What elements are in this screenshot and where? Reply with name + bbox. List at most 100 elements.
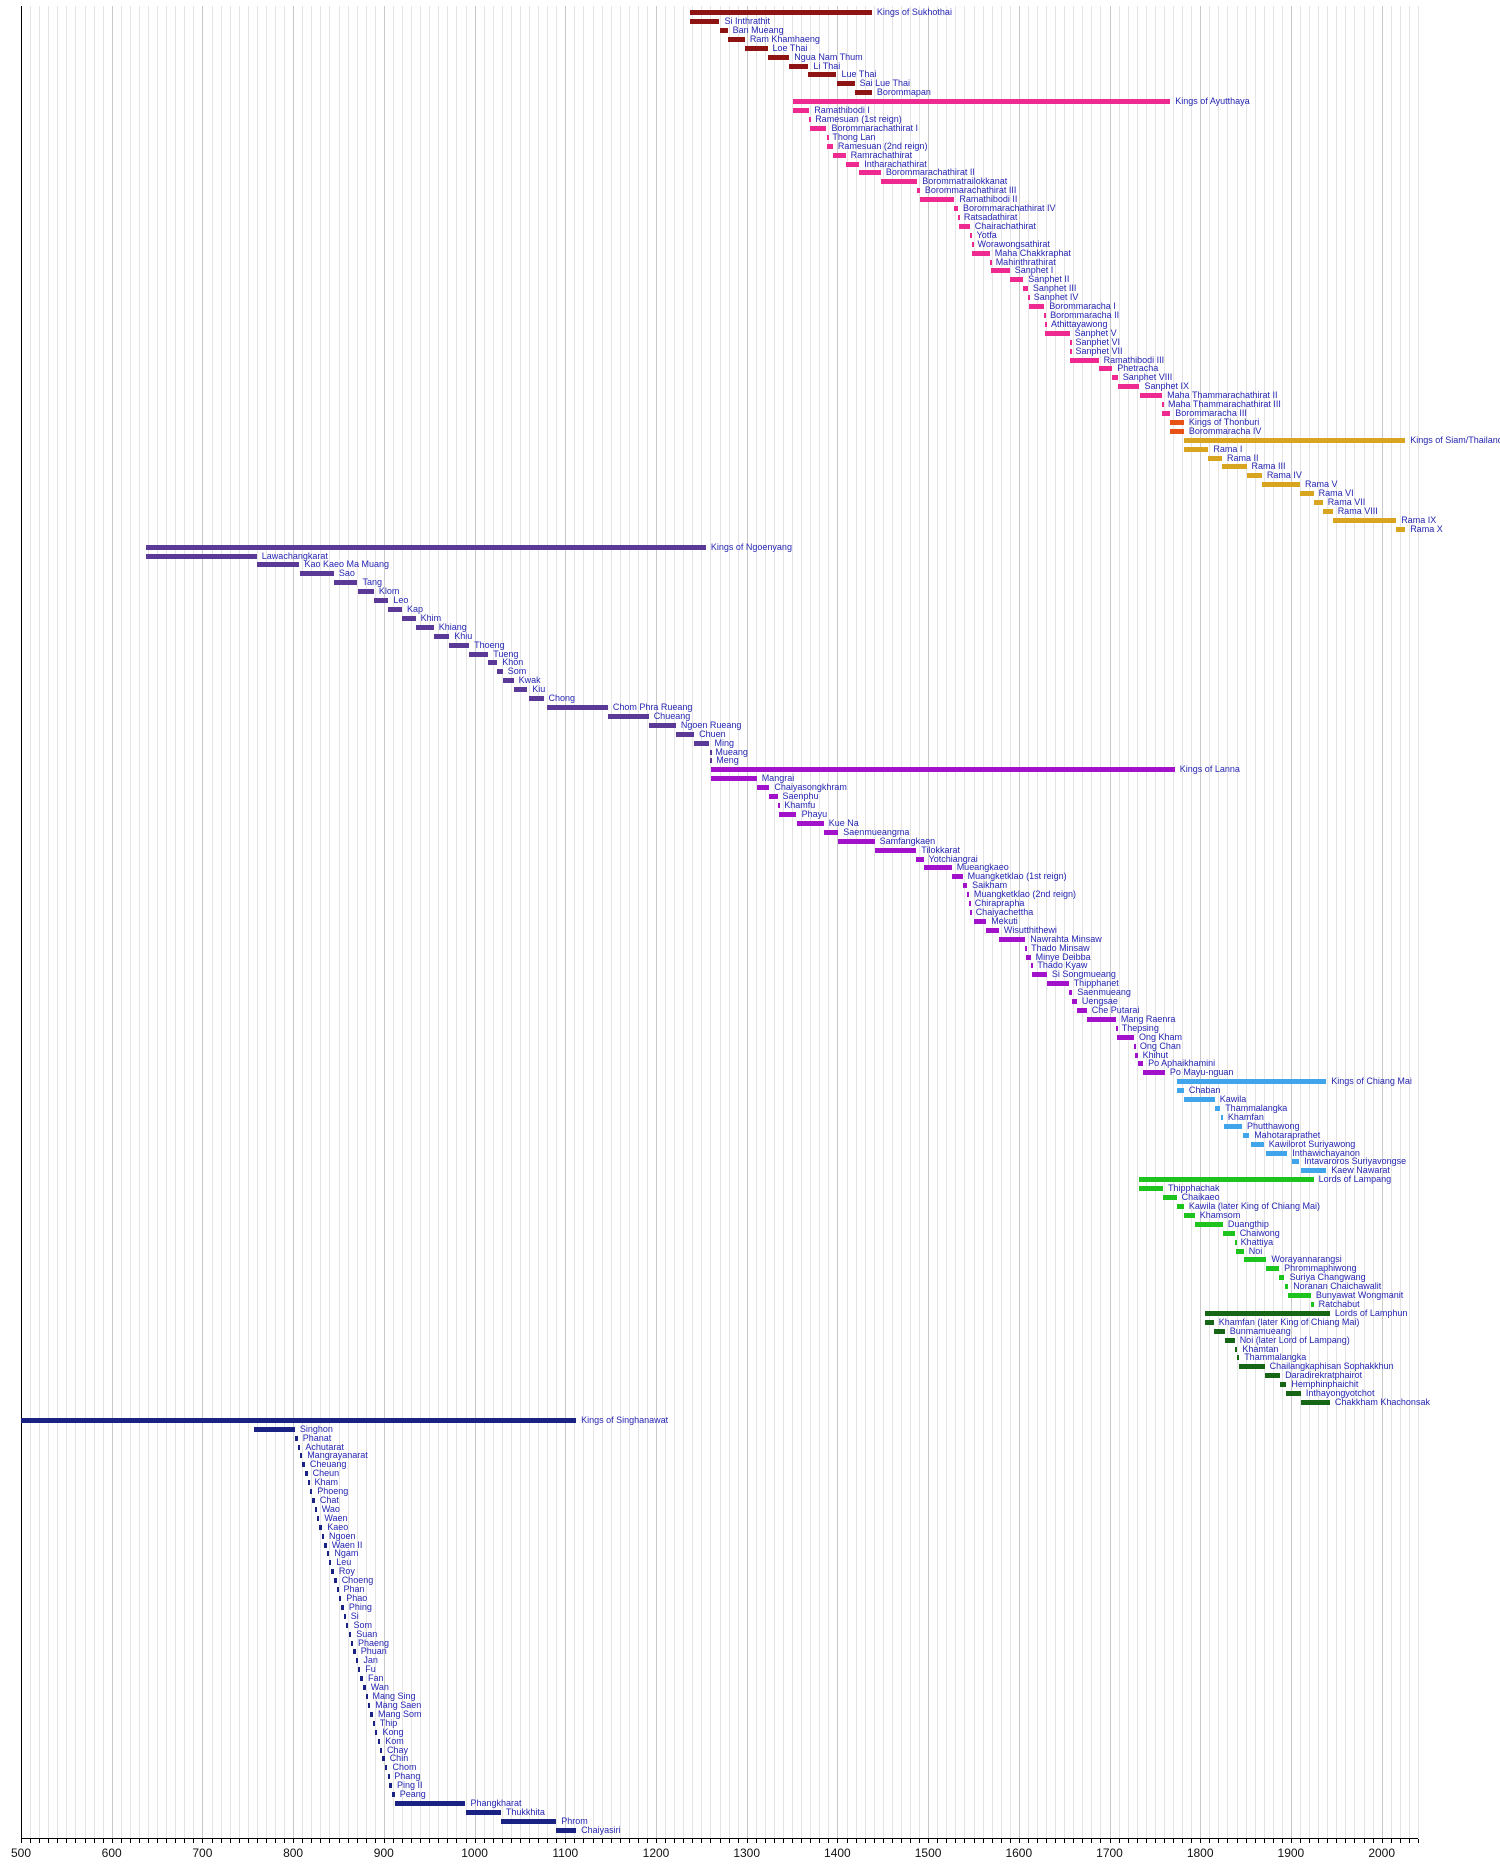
reign-label: Wan <box>370 1682 389 1693</box>
y-axis-line <box>21 6 22 1838</box>
reign-bar <box>969 232 972 238</box>
gridline <box>601 6 603 1838</box>
reign-label: Thammalangka <box>1225 1102 1288 1113</box>
reign-label: Kiu <box>532 684 546 695</box>
gridline <box>1354 6 1356 1838</box>
reign-label: Yotchiangrai <box>928 853 978 864</box>
reign-label: Phangkharat <box>470 1797 522 1808</box>
axis-tick <box>946 1839 948 1843</box>
reign-bar <box>312 1498 315 1503</box>
reign-bar <box>370 1711 373 1717</box>
axis-tick <box>1118 1839 1120 1843</box>
reign-bar <box>1237 1355 1240 1361</box>
gridline <box>519 6 521 1838</box>
axis-tick <box>157 1839 159 1843</box>
axis-tick <box>955 1839 957 1843</box>
reign-label: Thip <box>379 1717 398 1728</box>
gridline <box>683 6 685 1838</box>
axis-tick <box>1390 1839 1392 1843</box>
x-axis-line <box>21 1838 1418 1839</box>
axis-tick <box>982 1839 984 1843</box>
reign-label: Chin <box>389 1753 409 1764</box>
reign-bar <box>556 1827 577 1833</box>
reign-bar <box>1213 1328 1225 1334</box>
reign-bar <box>838 838 875 844</box>
axis-tick <box>656 1839 657 1843</box>
axis-tick <box>320 1839 322 1843</box>
axis-tick <box>764 1839 766 1843</box>
reign-bar <box>1266 1150 1288 1156</box>
reign-bar <box>967 892 970 898</box>
axis-tick <box>392 1839 394 1843</box>
reign-bar <box>1239 1364 1265 1370</box>
axis-tick <box>565 1839 567 1843</box>
reign-bar <box>1261 482 1300 488</box>
reign-label: Loe Thai <box>772 42 808 53</box>
gridline <box>1127 6 1129 1838</box>
gridline <box>1064 6 1066 1838</box>
reign-label: Inthayongyotchot <box>1305 1388 1375 1398</box>
reign-bar <box>1030 963 1033 969</box>
gridline <box>900 6 902 1838</box>
axis-tick <box>683 1839 685 1843</box>
axis-tick <box>619 1839 621 1843</box>
reign-bar <box>1023 286 1028 292</box>
reign-label: Khamfan <box>1227 1111 1264 1122</box>
reign-bar <box>333 580 358 586</box>
reign-bar <box>854 90 872 96</box>
dynasty-legend-bar <box>711 767 1175 773</box>
axis-tick <box>1417 1839 1419 1843</box>
gridline <box>665 6 666 1838</box>
reign-bar <box>1143 1070 1165 1076</box>
reign-bar <box>1163 1195 1177 1200</box>
reign-label: Chaiyasiri <box>581 1824 621 1835</box>
reign-bar <box>1322 509 1333 514</box>
gridline <box>746 6 748 1838</box>
axis-tick <box>1109 1839 1111 1843</box>
reign-bar <box>146 553 257 559</box>
reign-bar <box>1246 473 1262 479</box>
reign-label: Singhon <box>299 1423 333 1434</box>
reign-label: Som <box>507 666 527 677</box>
gridline <box>383 6 385 1838</box>
gridline <box>864 6 866 1838</box>
reign-bar <box>832 152 846 158</box>
axis-tick <box>692 1839 694 1843</box>
reign-bar <box>1072 999 1077 1004</box>
axis-tick <box>411 1839 413 1843</box>
reign-bar <box>1208 455 1222 461</box>
gridline <box>1046 6 1047 1838</box>
axis-tick <box>1290 1839 1292 1843</box>
gridline <box>764 6 766 1838</box>
gridline <box>30 6 32 1838</box>
gridline <box>1390 6 1392 1838</box>
gridline <box>846 6 848 1838</box>
gridline <box>1091 6 1093 1838</box>
axis-tick <box>973 1839 975 1843</box>
axis-tick <box>1000 1839 1002 1843</box>
gridline <box>1118 6 1120 1838</box>
gridline <box>39 6 41 1838</box>
gridline <box>592 6 594 1838</box>
gridline <box>628 6 630 1838</box>
reign-bar <box>1194 1221 1223 1227</box>
reign-bar <box>823 829 839 835</box>
reign-bar <box>675 731 694 737</box>
gridline <box>265 6 267 1838</box>
axis-tick <box>1046 1839 1047 1843</box>
axis-tick <box>1091 1839 1093 1843</box>
axis-tick <box>1372 1839 1374 1843</box>
reign-label: Choeng <box>341 1575 374 1586</box>
reign-label: Phrommaphiwong <box>1284 1263 1357 1274</box>
reign-bar <box>1044 312 1047 318</box>
reign-label: Ban Mueang <box>732 24 784 35</box>
reign-bar <box>990 268 1010 274</box>
axis-tick <box>311 1839 313 1843</box>
reign-bar <box>389 1783 392 1789</box>
gridline <box>175 6 177 1838</box>
reign-bar <box>1162 402 1165 407</box>
axis-tick <box>474 1839 476 1843</box>
gridline <box>1209 6 1211 1838</box>
axis-tick-label: 1600 <box>1005 1846 1033 1860</box>
